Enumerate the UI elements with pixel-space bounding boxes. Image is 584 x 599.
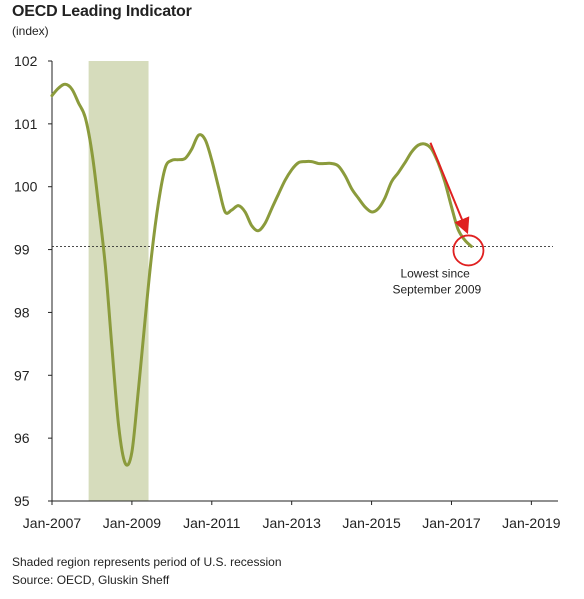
x-tick-label: Jan-2017 <box>422 515 481 531</box>
x-tick-label: Jan-2007 <box>23 515 82 531</box>
y-tick-label: 97 <box>14 367 30 383</box>
y-tick-label: 101 <box>14 116 38 132</box>
recession-footnote: Shaded region represents period of U.S. … <box>12 555 282 569</box>
y-tick-label: 98 <box>14 304 30 320</box>
x-tick-label: Jan-2009 <box>103 515 162 531</box>
y-tick-label: 99 <box>14 242 30 258</box>
x-tick-label: Jan-2015 <box>342 515 401 531</box>
annotation-text-line2: September 2009 <box>392 282 481 296</box>
y-tick-label: 102 <box>14 53 38 69</box>
x-tick-label: Jan-2013 <box>262 515 321 531</box>
chart-title: OECD Leading Indicator <box>12 3 192 20</box>
source-footnote: Source: OECD, Gluskin Sheff <box>12 573 170 587</box>
y-tick-label: 96 <box>14 430 30 446</box>
annotation-text-line1: Lowest since <box>400 266 470 280</box>
y-tick-label: 95 <box>14 493 30 509</box>
y-axis-unit-label: (index) <box>12 24 49 38</box>
lowest-marker-circle <box>452 234 485 267</box>
series-line-0 <box>50 82 473 467</box>
y-tick-label: 100 <box>14 179 38 195</box>
trend-arrow <box>429 142 470 235</box>
x-tick-label: Jan-2011 <box>183 515 241 531</box>
x-tick-label: Jan-2019 <box>502 515 561 531</box>
